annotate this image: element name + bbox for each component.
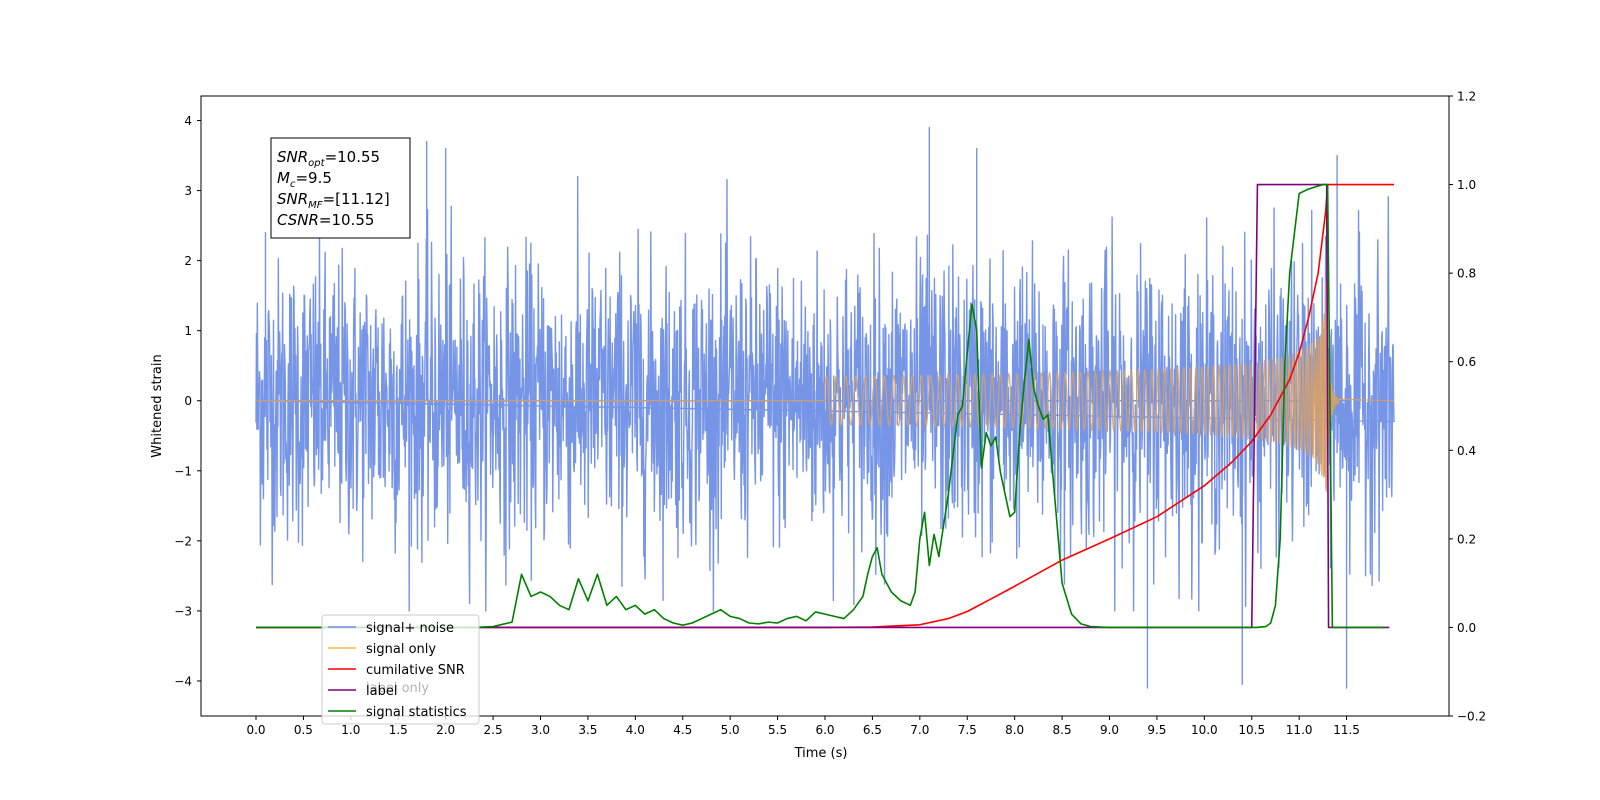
- x-tick-label: 1.5: [389, 723, 408, 737]
- legend-label: signal statistics: [366, 705, 467, 720]
- y2-tick-label: 0.2: [1457, 532, 1476, 546]
- y-tick-label: 4: [184, 114, 192, 128]
- annotation-line: CSNR=10.55: [277, 211, 374, 229]
- y2-tick-label: −0.2: [1457, 710, 1486, 724]
- x-tick-label: 4.0: [626, 723, 645, 737]
- legend-label: signal only: [366, 642, 436, 657]
- x-tick-label: 0.0: [246, 723, 265, 737]
- x-tick-label: 2.0: [436, 723, 455, 737]
- legend-label-hidden: label only: [366, 681, 429, 696]
- y-tick-label: 1: [184, 324, 192, 338]
- series-signal-plus-noise: [255, 126, 1395, 689]
- x-tick-label: 9.0: [1100, 723, 1119, 737]
- x-tick-label: 3.0: [531, 723, 550, 737]
- y-tick-label: 3: [184, 184, 192, 198]
- x-tick-label: 0.5: [294, 723, 313, 737]
- x-tick-label: 10.0: [1191, 723, 1218, 737]
- y-tick-label: −3: [174, 604, 192, 618]
- legend: label only signal+ noise signal only cumila…: [321, 614, 480, 725]
- legend-label: label: [366, 684, 397, 699]
- y-tick-label: −1: [174, 464, 192, 478]
- legend-label: signal+ noise: [366, 621, 454, 636]
- x-tick-label: 6.0: [815, 723, 834, 737]
- series-signal-statistics: [256, 183, 1385, 629]
- x-tick-label: 4.5: [673, 723, 692, 737]
- y2-tick-label: 1.2: [1457, 90, 1476, 104]
- annotation-line: SNRMF=[11.12]: [277, 190, 390, 211]
- x-tick-label: 7.0: [910, 723, 929, 737]
- y2-tick-label: 1.0: [1457, 178, 1476, 192]
- x-tick-label: 7.5: [958, 723, 977, 737]
- y-tick-label: −4: [174, 674, 192, 688]
- series-signal-only: [256, 281, 1395, 492]
- x-tick-label: 6.5: [863, 723, 882, 737]
- y-tick-label: 2: [184, 254, 192, 268]
- annotation-line: SNRopt=10.55: [277, 148, 380, 169]
- y2-tick-label: 0.8: [1457, 267, 1476, 281]
- y-tick-label: −2: [174, 534, 192, 548]
- x-tick-label: 10.5: [1238, 723, 1265, 737]
- y2-tick-label: 0.0: [1457, 621, 1476, 635]
- y-axis-right: 1.2 1.0 0.8 0.6 0.4 0.2 0.0 −0.2: [1449, 90, 1486, 724]
- x-tick-label: 8.5: [1053, 723, 1072, 737]
- annotation-box: SNRopt=10.55Mc=9.5SNRMF=[11.12]CSNR=10.5…: [270, 137, 411, 239]
- y-axis-left: 4 3 2 1 0 −1 −2 −3 −4: [174, 114, 201, 688]
- y2-tick-label: 0.6: [1457, 355, 1476, 369]
- x-tick-label: 2.5: [484, 723, 503, 737]
- plot-area: [255, 126, 1395, 689]
- x-tick-label: 1.0: [341, 723, 360, 737]
- x-tick-label: 3.5: [578, 723, 597, 737]
- x-tick-label: 11.0: [1286, 723, 1313, 737]
- annotation-line: Mc=9.5: [277, 169, 332, 190]
- legend-label: cumilative SNR: [366, 663, 465, 678]
- x-axis-label: Time (s): [794, 746, 848, 761]
- x-tick-label: 11.5: [1333, 723, 1360, 737]
- x-tick-label: 5.5: [768, 723, 787, 737]
- x-tick-label: 9.5: [1147, 723, 1166, 737]
- x-axis: 0.0 0.5 1.0 1.5 2.0 2.5 3.0 3.5 4.0 4.5 5.0 5.5 6.0 6…: [246, 716, 1360, 737]
- y-tick-label: 0: [184, 394, 192, 408]
- x-tick-label: 5.0: [721, 723, 740, 737]
- y2-tick-label: 0.4: [1457, 444, 1476, 458]
- y-axis-label: Whitened strain: [150, 354, 165, 457]
- x-tick-label: 8.0: [1005, 723, 1024, 737]
- series-cumulative-snr: [256, 183, 1394, 629]
